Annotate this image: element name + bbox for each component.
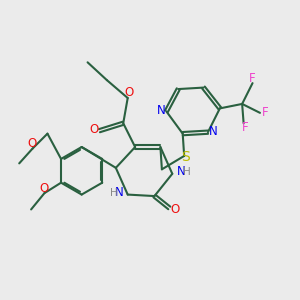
Text: S: S [181,150,189,164]
Text: H: H [110,188,118,198]
Text: N: N [115,186,124,199]
Text: F: F [262,106,268,119]
Text: F: F [242,121,248,134]
Text: O: O [27,137,37,150]
Text: O: O [39,182,48,194]
Text: H: H [183,167,190,177]
Text: N: N [209,125,218,138]
Text: N: N [177,165,186,178]
Text: O: O [170,203,179,216]
Text: F: F [249,72,256,85]
Text: N: N [157,104,165,117]
Text: O: O [89,123,99,136]
Text: O: O [124,86,133,99]
